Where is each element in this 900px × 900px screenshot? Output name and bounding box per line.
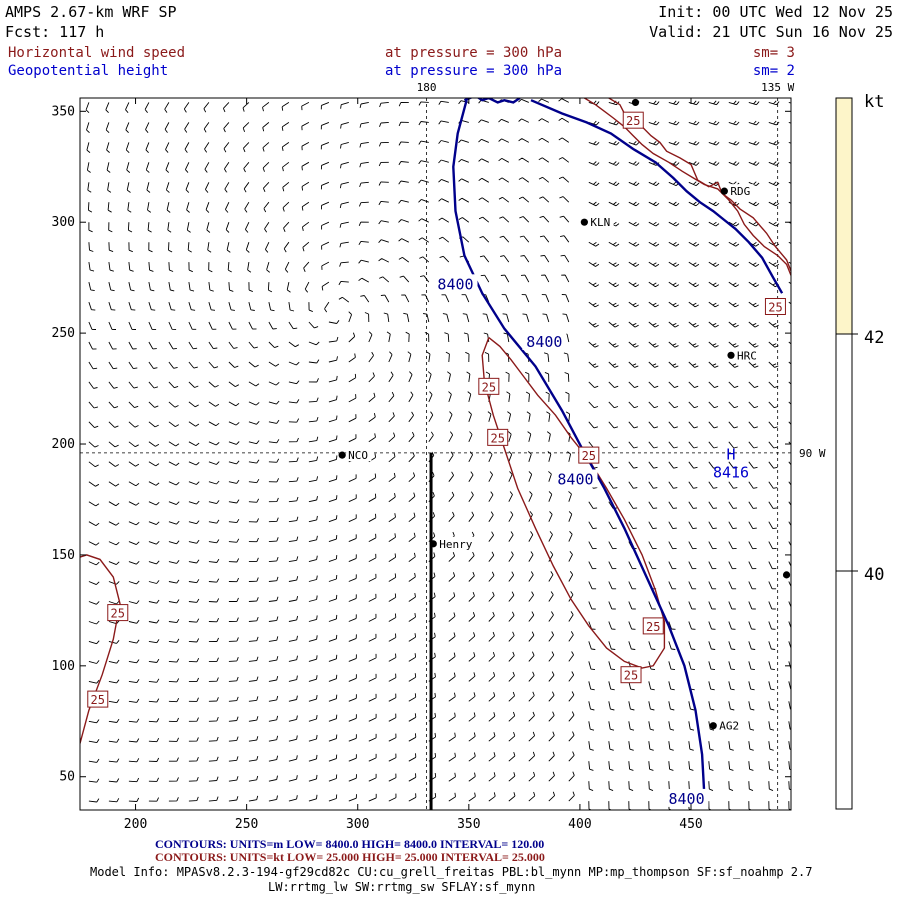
station-label: RDG <box>730 185 750 198</box>
x-tick-label: 350 <box>457 817 480 832</box>
station-label: NCO <box>348 449 368 462</box>
field1-name: Horizontal wind speed <box>8 45 185 61</box>
valid-time: Valid: 21 UTC Sun 16 Nov 25 <box>649 23 893 41</box>
wind-contours <box>80 98 791 744</box>
colorbar-tick-label: 40 <box>864 565 884 585</box>
x-tick-label: 400 <box>568 817 591 832</box>
field2-name: Geopotential height <box>8 63 168 79</box>
wind-contour-label: 25 <box>490 431 504 445</box>
footer-model-info: Model Info: MPASv8.2.3-194-gf29cd82c CU:… <box>90 865 812 879</box>
forecast-hour: Fcst: 117 h <box>5 23 104 41</box>
wind-contour-label: 25 <box>91 693 105 707</box>
wind-contour-line <box>584 98 791 276</box>
footer-model-info2: LW:rrtmg_lw SW:rrtmg_sw SFLAY:sf_mynn <box>268 880 535 894</box>
station-label-bg <box>437 536 478 550</box>
wind-label-box <box>107 604 129 622</box>
wind-contour-line <box>481 337 666 669</box>
plot-frame <box>79 97 792 811</box>
colorbar-tick-label: 42 <box>864 328 884 348</box>
station-label: KLN <box>590 216 610 229</box>
colorbar-frame <box>835 97 853 810</box>
wind-label-box <box>487 428 509 446</box>
colorbar: kt 42 40 <box>835 92 884 810</box>
wind-contour-label: 25 <box>768 300 782 314</box>
parallel-label: 90 W <box>799 447 826 460</box>
wind-label-box <box>578 446 600 464</box>
wind-contour-label: 25 <box>111 607 125 621</box>
height-contour-line <box>463 98 521 104</box>
station-marker <box>429 540 437 548</box>
station-marker <box>720 187 728 195</box>
x-tick-label: 300 <box>346 817 369 832</box>
field1-smooth: sm= 3 <box>753 45 795 61</box>
model-title: AMPS 2.67-km WRF SP <box>5 3 177 21</box>
station-label-bg <box>717 718 743 732</box>
wind-barbs <box>85 98 791 810</box>
x-tick-label: 250 <box>235 817 258 832</box>
station-marker <box>727 351 735 359</box>
height-contour-label: 8400 <box>669 790 705 808</box>
height-contour-line <box>452 99 706 795</box>
field1-level: at pressure = 300 hPa <box>385 45 562 61</box>
station-marker <box>782 571 791 579</box>
wind-contour-label: 25 <box>626 114 640 128</box>
station-label-bg <box>588 215 614 229</box>
y-tick-label: 350 <box>52 104 75 119</box>
height-label-bg <box>664 788 709 807</box>
field2-level: at pressure = 300 hPa <box>385 63 562 79</box>
height-contours <box>452 98 784 795</box>
station-label-bg <box>346 448 372 462</box>
wind-barb-field <box>85 98 791 810</box>
station-label-bg <box>728 184 754 198</box>
x-tick-label: 450 <box>679 817 702 832</box>
height-label-bg <box>522 331 567 350</box>
grid-lines: 180 135 W 90 W <box>80 81 826 810</box>
height-contour-label: 8400 <box>526 333 562 351</box>
axes: 200 250 300 350 400 450 50 100 150 200 250 300 350 <box>52 98 791 832</box>
footer-wind-contours: CONTOURS: UNITS=kt LOW= 25.000 HIGH= 25.… <box>155 850 545 864</box>
height-contour-label: 8400 <box>557 471 593 489</box>
colorbar-units: kt <box>864 92 884 112</box>
station-label-bg <box>735 348 761 362</box>
wind-label-box <box>87 690 109 708</box>
station-marker <box>709 722 717 730</box>
wind-contour-label: 25 <box>582 449 596 463</box>
meridian-label: 135 W <box>761 81 794 94</box>
station-marker <box>338 451 346 459</box>
footer-height-contours: CONTOURS: UNITS=m LOW= 8400.0 HIGH= 8400… <box>155 837 544 851</box>
y-tick-label: 250 <box>52 326 75 341</box>
station-label: Henry <box>439 538 472 551</box>
wind-label-box <box>764 297 786 315</box>
y-tick-label: 150 <box>52 548 75 563</box>
height-contour-line <box>530 99 784 294</box>
x-tick-label: 200 <box>124 817 147 832</box>
station-label: AG2 <box>719 720 739 733</box>
wind-contour-label: 25 <box>624 669 638 683</box>
station-marker <box>631 98 640 107</box>
station-marker <box>580 218 588 226</box>
y-tick-label: 50 <box>59 770 75 785</box>
y-tick-label: 200 <box>52 437 75 452</box>
wind-label-box <box>622 111 644 129</box>
meridian-label: 180 <box>417 81 437 94</box>
colorbar-fill <box>836 98 852 334</box>
wind-label-box <box>642 617 664 635</box>
height-label-bg <box>433 274 478 293</box>
wind-label-box <box>620 666 642 684</box>
height-contour-label: 8400 <box>437 275 473 293</box>
field2-smooth: sm= 2 <box>753 63 795 79</box>
y-tick-label: 300 <box>52 215 75 230</box>
init-time: Init: 00 UTC Wed 12 Nov 25 <box>658 3 893 21</box>
stations: KLN RDG HRC NCO Henry AG2 <box>338 98 791 733</box>
wind-label-box <box>478 377 500 395</box>
y-tick-label: 100 <box>52 659 75 674</box>
wind-contour-label: 25 <box>646 620 660 634</box>
station-label: HRC <box>737 349 757 362</box>
wind-contour-label: 25 <box>482 380 496 394</box>
high-value: 8416 <box>713 464 749 482</box>
high-marker: H <box>726 446 735 464</box>
height-label-bg <box>553 469 598 488</box>
